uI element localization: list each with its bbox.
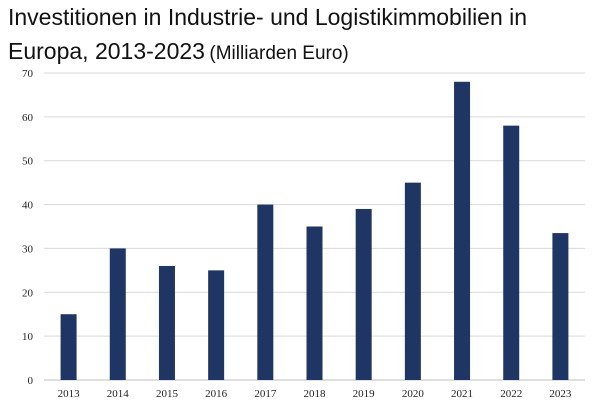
x-tick-labels: 2013 2014 2015 2016 2017 2018 2019 2020 2021 2022… [58, 388, 572, 400]
chart-title: Investitionen in Industrie- und Logistik… [8, 2, 593, 70]
x-tick-label: 2018 [304, 388, 327, 400]
bar-2015 [158, 265, 175, 380]
x-tick-label: 2016 [205, 388, 228, 400]
x-tick-label: 2021 [451, 388, 473, 400]
x-tick-label: 2022 [500, 388, 522, 400]
bar-2020 [404, 182, 421, 380]
chart-unit: (Milliarden Euro) [209, 43, 349, 64]
bar-2014 [109, 248, 126, 380]
bar-2018 [306, 226, 323, 380]
y-tick-label: 0 [28, 375, 34, 387]
bar-2019 [355, 208, 372, 380]
y-tick-label: 10 [22, 331, 34, 343]
bar-2023 [552, 233, 569, 380]
bar-2017 [257, 204, 274, 380]
bars [60, 81, 569, 381]
y-tick-label: 20 [22, 287, 34, 299]
x-tick-label: 2017 [254, 388, 277, 400]
x-tick-label: 2023 [549, 388, 572, 400]
x-tick-label: 2014 [107, 388, 130, 400]
x-tick-label: 2015 [156, 388, 179, 400]
y-tick-label: 40 [22, 200, 34, 212]
y-tick-label: 60 [22, 112, 34, 124]
x-tick-label: 2019 [353, 388, 376, 400]
bar-2016 [208, 270, 225, 380]
bar-2022 [503, 125, 520, 380]
y-tick-label: 70 [22, 68, 34, 80]
y-tick-label: 50 [22, 156, 34, 168]
y-tick-label: 30 [22, 243, 34, 255]
bar-2021 [454, 81, 471, 381]
x-tick-label: 2013 [58, 388, 81, 400]
chart-title-text: Investitionen in Industrie- und Logistik… [8, 4, 528, 64]
bar-2013 [60, 314, 77, 380]
x-tick-label: 2020 [402, 388, 425, 400]
y-tick-labels: 0 10 20 30 40 50 60 70 [22, 68, 34, 387]
